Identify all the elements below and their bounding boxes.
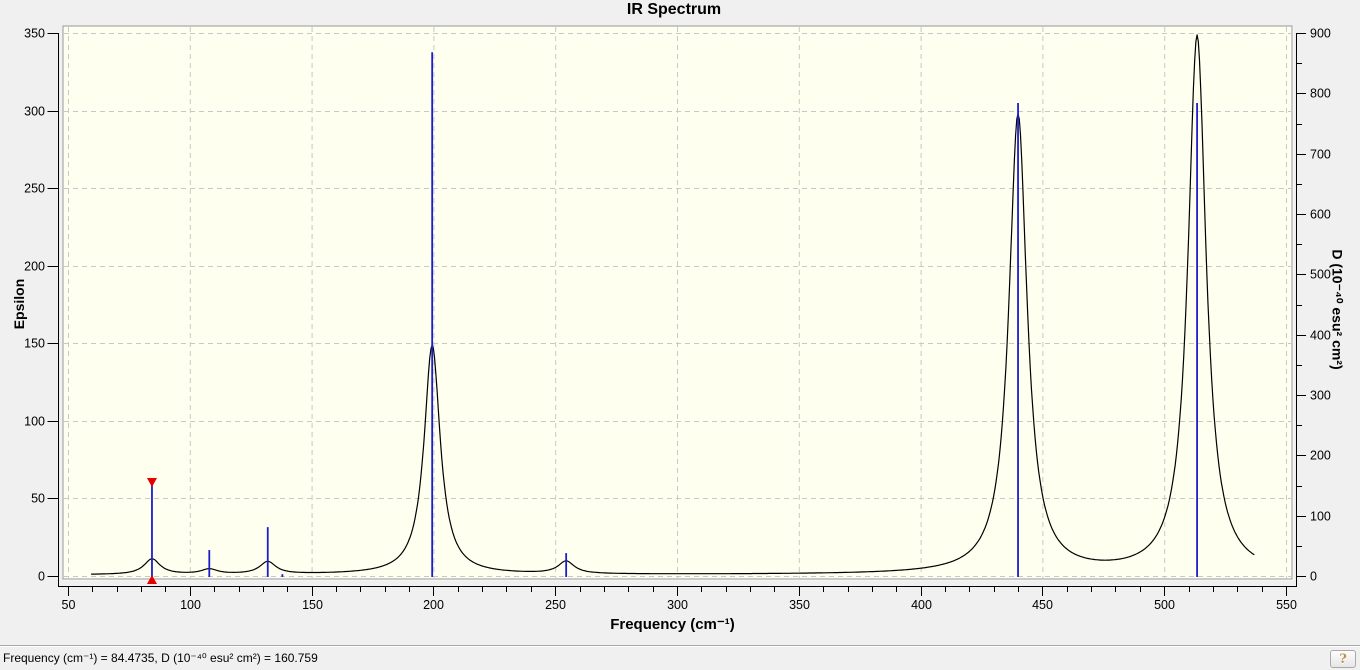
svg-text:600: 600 [1310, 208, 1331, 222]
svg-text:200: 200 [1310, 449, 1331, 463]
chart-title: IR Spectrum [626, 1, 722, 18]
svg-text:300: 300 [667, 598, 688, 612]
svg-text:400: 400 [911, 598, 932, 612]
svg-text:300: 300 [1310, 389, 1331, 403]
selected-peak-bottom-triangle [146, 575, 157, 584]
svg-text:50: 50 [31, 492, 45, 506]
svg-text:100: 100 [180, 598, 201, 612]
svg-text:400: 400 [1310, 329, 1331, 343]
svg-text:0: 0 [1310, 570, 1317, 584]
x-axis-label: Frequency (cm⁻¹) [610, 616, 735, 633]
svg-text:250: 250 [24, 182, 45, 196]
svg-text:150: 150 [24, 337, 45, 351]
svg-text:500: 500 [1310, 268, 1331, 282]
svg-text:350: 350 [789, 598, 810, 612]
selected-peak-marker [146, 478, 157, 584]
svg-text:500: 500 [1154, 598, 1175, 612]
axis-tick-labels: 0 50 100 150 200 250 300 350 0 100 200 300 400 500 600… [24, 27, 1331, 613]
svg-text:50: 50 [62, 598, 76, 612]
svg-text:350: 350 [24, 27, 45, 41]
spectrum-curve [91, 34, 1255, 575]
svg-text:200: 200 [423, 598, 444, 612]
impulse-lines[interactable] [151, 52, 1198, 577]
svg-text:800: 800 [1310, 87, 1331, 101]
svg-text:100: 100 [24, 415, 45, 429]
spectrum-plot[interactable]: 0 50 100 150 200 250 300 350 0 100 200 300 400 500 600… [0, 0, 1360, 645]
svg-text:100: 100 [1310, 510, 1331, 524]
svg-text:550: 550 [1276, 598, 1297, 612]
svg-text:0: 0 [38, 570, 45, 584]
help-button[interactable]: ? [1330, 650, 1356, 668]
axes [47, 33, 1306, 596]
svg-text:150: 150 [302, 598, 323, 612]
svg-text:900: 900 [1310, 27, 1331, 41]
status-text: Frequency (cm⁻¹) = 84.4735, D (10⁻⁴⁰ esu… [3, 651, 318, 665]
help-icon: ? [1339, 652, 1347, 667]
svg-text:300: 300 [24, 105, 45, 119]
svg-text:700: 700 [1310, 148, 1331, 162]
gridlines [64, 27, 1291, 578]
status-bar: Frequency (cm⁻¹) = 84.4735, D (10⁻⁴⁰ esu… [0, 645, 1360, 670]
selected-peak-top-triangle [146, 478, 157, 488]
svg-text:250: 250 [545, 598, 566, 612]
svg-text:200: 200 [24, 260, 45, 274]
svg-text:450: 450 [1032, 598, 1053, 612]
